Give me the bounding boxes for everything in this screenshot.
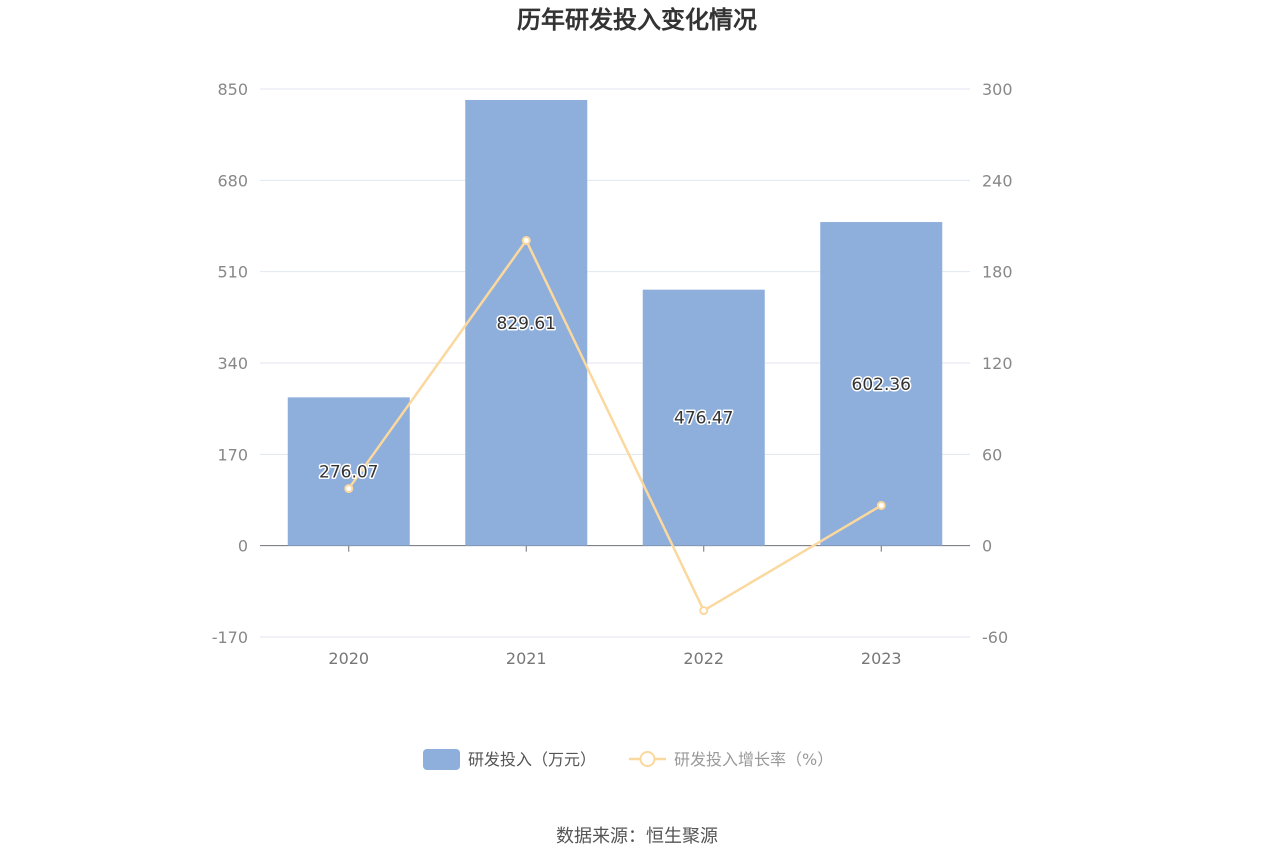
chart-title: 历年研发投入变化情况 — [517, 6, 757, 34]
y-right-tick-label: 300 — [982, 80, 1013, 99]
legend-line-marker — [639, 751, 656, 767]
y-left-tick-label: 850 — [217, 80, 248, 99]
legend-bar-swatch — [423, 749, 460, 770]
bar-data-label: 276.07 — [319, 463, 378, 483]
x-category-label: 2020 — [328, 649, 369, 668]
bar-2023[interactable] — [820, 222, 943, 546]
y-left-tick-label: -170 — [212, 628, 248, 647]
bar-data-label: 476.47 — [674, 409, 733, 429]
data-labels: 276.07 829.61 476.47 602.36 — [318, 312, 913, 484]
growth-point-2021[interactable] — [521, 235, 531, 245]
legend[interactable]: 研发投入（万元） 研发投入增长率（%） — [423, 749, 833, 770]
x-category-label: 2022 — [683, 649, 724, 668]
y-right-tick-label: 120 — [982, 354, 1013, 373]
growth-point-2023[interactable] — [876, 500, 886, 510]
legend-bar-label: 研发投入（万元） — [468, 750, 596, 769]
y-right-tick-label: -60 — [982, 628, 1008, 647]
bar-data-label: 829.61 — [497, 314, 556, 334]
axes: -170 -60 0 0 170 60 340 120 510 180 680 240 850 300 20… — [212, 80, 1013, 668]
source-text: 数据来源：恒生聚源 — [556, 826, 718, 847]
y-right-tick-label: 0 — [982, 537, 992, 556]
y-left-tick-label: 510 — [217, 263, 248, 282]
bar-series — [287, 99, 943, 546]
y-right-tick-label: 60 — [982, 445, 1002, 464]
y-right-tick-label: 180 — [982, 263, 1013, 282]
bar-2020[interactable] — [287, 397, 410, 546]
y-right-tick-label: 240 — [982, 171, 1013, 190]
growth-point-2020[interactable] — [344, 484, 354, 494]
growth-point-2022[interactable] — [699, 606, 709, 616]
legend-line-label: 研发投入增长率（%） — [674, 750, 833, 769]
y-left-tick-label: 0 — [238, 537, 248, 556]
line-series — [344, 235, 886, 616]
x-category-label: 2021 — [506, 649, 547, 668]
legend-item-bar[interactable]: 研发投入（万元） — [423, 749, 596, 770]
growth-line — [347, 238, 882, 613]
y-left-tick-label: 680 — [217, 171, 248, 190]
x-category-label: 2023 — [861, 649, 902, 668]
bar-2022[interactable] — [642, 289, 765, 546]
legend-item-line[interactable]: 研发投入增长率（%） — [629, 750, 833, 769]
bar-data-label: 602.36 — [852, 375, 911, 395]
y-left-tick-label: 170 — [217, 445, 248, 464]
y-left-tick-label: 340 — [217, 354, 248, 373]
